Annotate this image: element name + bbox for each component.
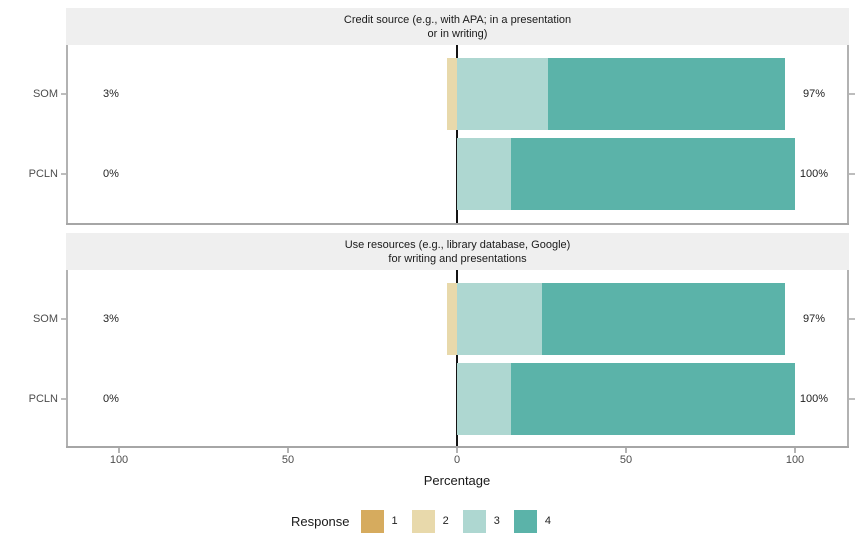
pct-label-left-PCLN: 0% <box>103 393 119 405</box>
y-axis-label-SOM: SOM <box>32 88 58 100</box>
legend-label-3: 3 <box>493 515 500 527</box>
panel-right-axis-line <box>847 45 849 225</box>
panel-bottom-axis-line <box>66 222 849 225</box>
pct-label-left-SOM: 3% <box>103 313 119 325</box>
bar-segment-PCLN-level-4 <box>511 363 795 435</box>
y-axis-tick-right <box>849 93 855 95</box>
facet-strip-use-resources: Use resources (e.g., library database, G… <box>66 233 849 270</box>
legend-label-4: 4 <box>544 515 552 527</box>
y-axis-tick-left <box>60 318 66 320</box>
pct-label-right-PCLN: 100% <box>799 393 829 405</box>
bar-segment-PCLN-level-4 <box>511 138 795 210</box>
bar-segment-SOM-level-3 <box>457 58 549 130</box>
x-axis-tick <box>118 448 120 453</box>
legend-swatch-3 <box>462 509 486 533</box>
pct-label-left-PCLN: 0% <box>103 168 119 180</box>
y-axis-tick-left <box>60 93 66 95</box>
bar-segment-SOM-level-4 <box>548 58 785 130</box>
x-axis-tick <box>625 448 627 453</box>
facet-strip-credit-source: Credit source (e.g., with APA; in a pres… <box>66 8 849 45</box>
legend-swatch-4 <box>513 509 537 533</box>
x-axis-tick <box>456 448 458 453</box>
legend: Response 1 2 3 4 <box>0 506 856 536</box>
y-axis-label-PCLN: PCLN <box>28 393 58 405</box>
x-axis-tick-label: 50 <box>281 454 295 466</box>
zero-line <box>456 270 458 446</box>
bar-segment-SOM-level-2 <box>446 58 457 130</box>
pct-label-right-PCLN: 100% <box>799 168 829 180</box>
x-axis-tick <box>794 448 796 453</box>
pct-label-right-SOM: 97% <box>802 313 826 325</box>
panel-left-axis-line <box>66 45 68 225</box>
panel-left-axis-line <box>66 270 68 448</box>
y-axis-label-PCLN: PCLN <box>28 168 58 180</box>
y-axis-tick-left <box>60 398 66 400</box>
zero-line <box>456 45 458 223</box>
x-axis-title: Percentage <box>423 473 491 488</box>
pct-label-left-SOM: 3% <box>103 88 119 100</box>
pct-label-right-SOM: 97% <box>802 88 826 100</box>
y-axis-label-SOM: SOM <box>32 313 58 325</box>
x-axis-tick-label: 100 <box>785 454 805 466</box>
facet-panel-credit-source: 3% 97% 0% 100% <box>66 45 849 225</box>
bar-segment-SOM-level-2 <box>446 283 457 355</box>
bar-segment-PCLN-level-3 <box>457 363 512 435</box>
bar-segment-SOM-level-3 <box>457 283 542 355</box>
x-axis-tick-label: 50 <box>619 454 633 466</box>
legend-swatch-2 <box>411 509 435 533</box>
x-axis-tick <box>287 448 289 453</box>
legend-label-1: 1 <box>391 515 398 527</box>
facet-panel-use-resources: 3% 97% 0% 100% <box>66 270 849 448</box>
panel-bottom-axis-line <box>66 445 849 448</box>
bar-segment-SOM-level-4 <box>541 283 785 355</box>
x-axis-tick-label: 100 <box>109 454 129 466</box>
x-axis-tick-label: 0 <box>453 454 461 466</box>
y-axis-tick-right <box>849 173 855 175</box>
panel-right-axis-line <box>847 270 849 448</box>
bar-segment-PCLN-level-3 <box>457 138 512 210</box>
y-axis-tick-left <box>60 173 66 175</box>
y-axis-tick-right <box>849 318 855 320</box>
y-axis-tick-right <box>849 398 855 400</box>
legend-swatch-1 <box>360 509 384 533</box>
legend-label-2: 2 <box>442 515 449 527</box>
legend-title: Response <box>290 513 350 529</box>
